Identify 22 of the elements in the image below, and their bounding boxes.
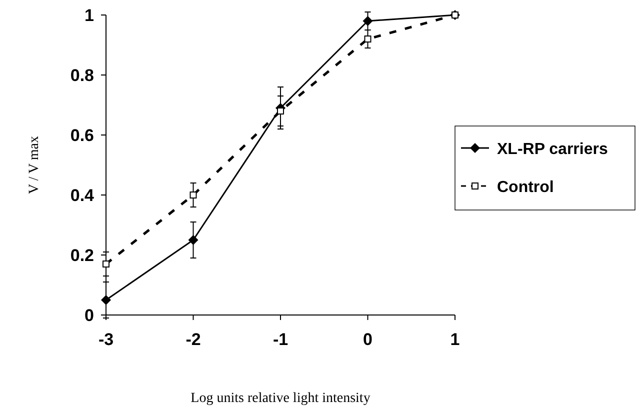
point	[190, 192, 197, 198]
y-tick-label: 0.4	[70, 186, 95, 205]
x-tick-label: 0	[363, 330, 372, 349]
legend-label: XL-RP carriers	[497, 141, 608, 158]
y-axis-title: V / V max	[27, 136, 42, 194]
point	[364, 36, 372, 42]
point	[277, 108, 284, 114]
point	[102, 260, 110, 268]
y-tick-label: 1	[84, 6, 94, 25]
x-tick-label: -2	[186, 330, 201, 349]
y-tick-label: 0	[84, 306, 94, 325]
point	[188, 235, 198, 245]
x-tick-label: 1	[450, 330, 460, 349]
x-tick-label: -1	[272, 330, 288, 349]
y-tick-label: 0.2	[70, 246, 94, 265]
y-tick-label: 0.6	[70, 126, 94, 145]
x-tick-label: -3	[98, 330, 114, 349]
x-axis-title: Log units relative light intensity	[190, 391, 370, 406]
legend-label: Control	[497, 179, 554, 196]
point	[101, 295, 111, 305]
point	[362, 16, 373, 26]
y-tick-label: 0.8	[70, 66, 94, 85]
